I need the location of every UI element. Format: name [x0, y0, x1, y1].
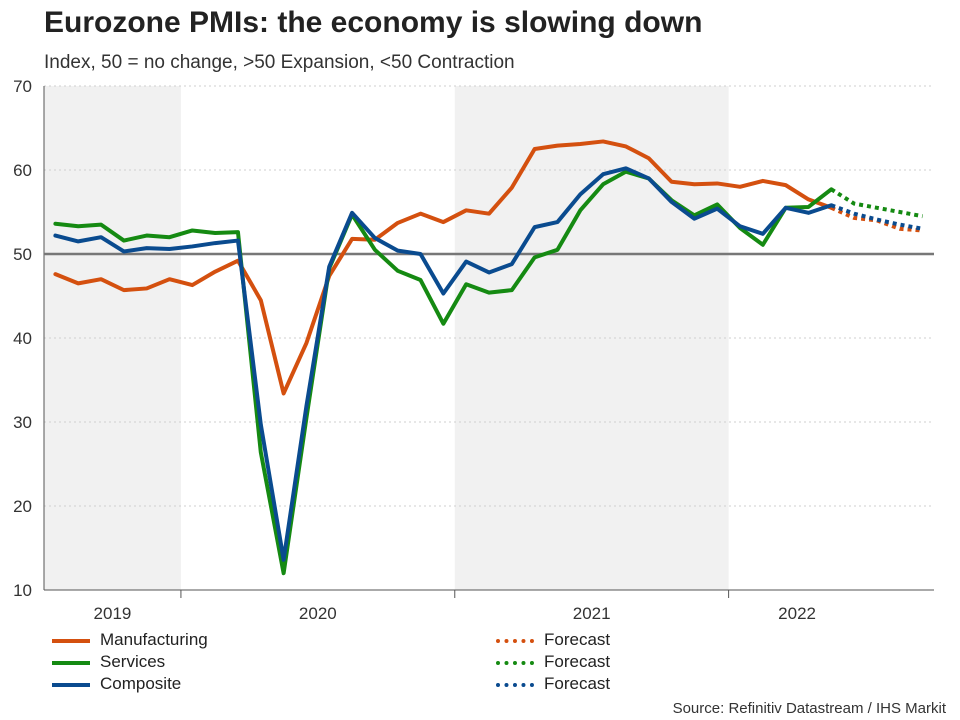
- y-tick-label: 40: [13, 329, 32, 348]
- series-forecast-services: [830, 187, 923, 219]
- shaded-year-band: [44, 86, 181, 590]
- legend-label-manufacturing: Manufacturing: [100, 630, 208, 649]
- legend-swatch-forecast-manufacturing: [496, 638, 534, 643]
- legend-swatch-forecast-composite: [496, 682, 534, 687]
- legend-label-forecast: Forecast: [544, 674, 611, 693]
- legend-manufacturing: Manufacturing: [52, 630, 208, 650]
- legend-swatch-services: [52, 660, 90, 665]
- legend-swatch-composite: [52, 682, 90, 687]
- y-tick-label: 50: [13, 245, 32, 264]
- legend-label-composite: Composite: [100, 674, 182, 693]
- legend-swatch-forecast-services: [496, 660, 534, 665]
- y-tick-label: 20: [13, 497, 32, 516]
- legend-label-services: Services: [100, 652, 166, 671]
- series-forecast-manufacturing: [830, 205, 923, 233]
- y-tick-label: 10: [13, 581, 32, 600]
- chart-subtitle: Index, 50 = no change, >50 Expansion, <5…: [44, 52, 515, 73]
- legend-swatch-manufacturing: [52, 638, 90, 643]
- legend-forecast-manufacturing: Forecast: [496, 630, 610, 650]
- legend-label-forecast: Forecast: [544, 630, 611, 649]
- legend-services: Services: [52, 652, 165, 672]
- y-tick-label: 30: [13, 413, 32, 432]
- chart-title: Eurozone PMIs: the economy is slowing do…: [44, 6, 703, 39]
- x-tick-label: 2019: [94, 604, 132, 623]
- series-line-services: [53, 169, 834, 576]
- legend-composite: Composite: [52, 674, 181, 694]
- legend-label-forecast: Forecast: [544, 652, 611, 671]
- y-tick-label: 60: [13, 161, 32, 180]
- x-tick-label: 2022: [778, 604, 816, 623]
- series-forecast-composite: [830, 203, 923, 231]
- series-line-manufacturing: [53, 139, 834, 396]
- series-line-composite: [53, 166, 834, 562]
- x-tick-label: 2020: [299, 604, 337, 623]
- x-tick-label: 2021: [573, 604, 611, 623]
- y-tick-label: 70: [13, 77, 32, 96]
- legend-forecast-services: Forecast: [496, 652, 610, 672]
- source-note: Source: Refinitiv Datastream / IHS Marki…: [672, 700, 946, 717]
- legend-forecast-composite: Forecast: [496, 674, 610, 694]
